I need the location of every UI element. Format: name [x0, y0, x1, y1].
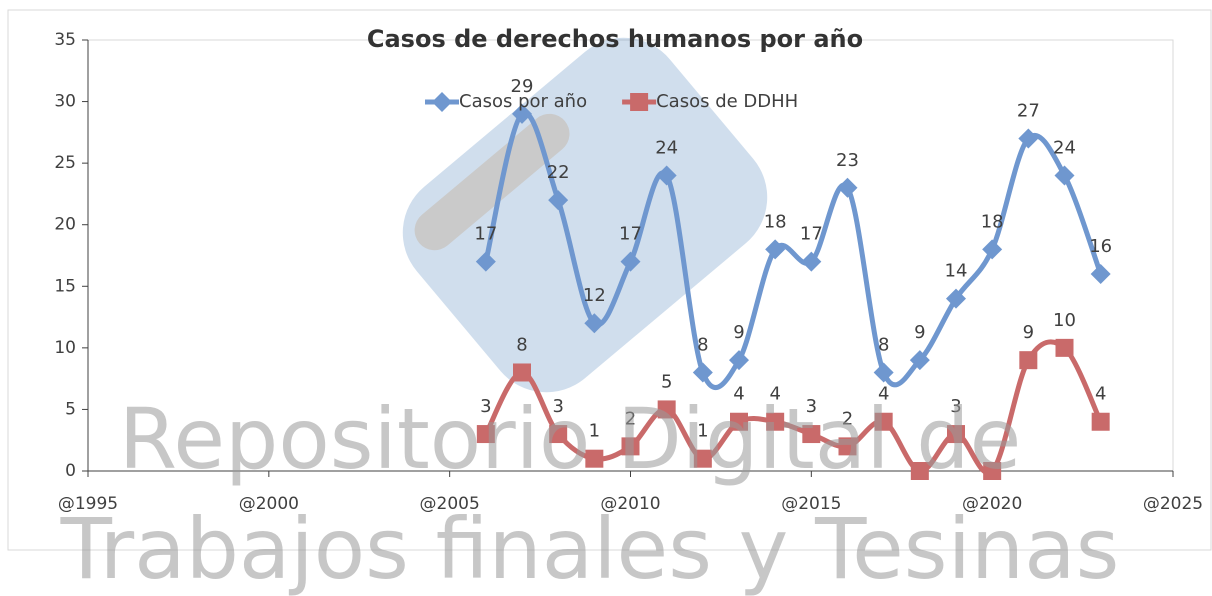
data-label: 18 — [981, 211, 1004, 232]
legend-label: Casos de DDHH — [656, 91, 798, 112]
data-point — [692, 362, 713, 383]
data-point — [621, 437, 640, 456]
data-label: 4 — [1095, 384, 1106, 405]
data-point — [656, 165, 677, 186]
data-label: 17 — [474, 224, 497, 245]
data-label: 14 — [945, 261, 968, 282]
y-tick-label: 0 — [65, 461, 76, 481]
data-point — [657, 400, 676, 419]
data-label: 29 — [511, 76, 534, 97]
data-point — [513, 363, 531, 382]
data-point — [1091, 412, 1110, 431]
data-point — [874, 412, 893, 431]
y-tick-label: 25 — [54, 153, 76, 173]
data-point — [549, 425, 568, 444]
data-point — [838, 437, 857, 456]
data-point — [982, 239, 1003, 260]
data-label: 8 — [878, 334, 889, 355]
data-point — [1018, 128, 1039, 149]
data-point — [1019, 351, 1038, 370]
data-label: 5 — [661, 371, 672, 392]
data-point — [983, 462, 1002, 480]
data-label: 4 — [733, 384, 744, 405]
data-label: 16 — [1089, 236, 1112, 257]
data-point — [476, 425, 495, 444]
legend-marker — [432, 92, 452, 112]
data-point — [910, 462, 929, 480]
x-tick-label: @2015 — [781, 494, 841, 514]
data-point — [512, 103, 532, 124]
data-label: 22 — [547, 162, 570, 183]
x-tick-label: @2020 — [962, 494, 1022, 514]
data-label: 9 — [1023, 322, 1034, 343]
data-point — [873, 362, 894, 383]
data-point — [946, 288, 966, 309]
data-point — [947, 425, 965, 444]
data-label: 27 — [1017, 101, 1040, 122]
data-label: 12 — [583, 285, 606, 306]
data-point — [765, 239, 786, 260]
data-point — [837, 177, 858, 198]
data-point — [475, 251, 496, 272]
watermark-text: Trabajos finales y Tesinas — [60, 500, 1120, 596]
legend-marker — [630, 93, 649, 111]
data-label: 23 — [836, 150, 859, 171]
data-label: 18 — [764, 211, 787, 232]
data-point — [1055, 338, 1074, 357]
data-point — [1054, 165, 1075, 186]
y-tick-label: 35 — [54, 30, 76, 50]
data-point — [1090, 263, 1111, 284]
data-label: 24 — [655, 137, 678, 158]
watermark-logo — [402, 37, 768, 393]
data-label: 1 — [697, 421, 708, 442]
data-label: 3 — [950, 396, 961, 417]
x-tick-label: @2005 — [420, 494, 480, 514]
data-label: 2 — [625, 408, 636, 429]
chart-title: Casos de derechos humanos por año — [367, 25, 863, 53]
data-label: 8 — [697, 334, 708, 355]
x-tick-label: @2025 — [1143, 494, 1203, 514]
data-point — [693, 449, 712, 468]
data-label: 17 — [800, 224, 823, 245]
y-tick-label: 15 — [54, 276, 76, 296]
y-tick-label: 30 — [54, 92, 76, 112]
data-label: 3 — [480, 396, 491, 417]
data-point — [729, 350, 749, 371]
data-label: 3 — [552, 396, 563, 417]
data-point — [584, 313, 605, 334]
data-label: 24 — [1053, 137, 1076, 158]
data-label: 1 — [589, 421, 600, 442]
x-tick-label: @2000 — [239, 494, 299, 514]
data-point — [548, 190, 569, 211]
data-point — [766, 412, 785, 431]
data-point — [730, 412, 748, 431]
data-point — [620, 251, 641, 272]
data-label: 3 — [806, 396, 817, 417]
data-point — [585, 449, 604, 468]
y-tick-label: 5 — [65, 399, 76, 419]
data-point — [909, 350, 930, 371]
data-point — [802, 425, 821, 444]
data-label: 4 — [878, 384, 889, 405]
data-label: 4 — [769, 384, 780, 405]
data-label: 2 — [842, 408, 853, 429]
x-tick-label: @2010 — [600, 494, 660, 514]
x-tick-label: @1995 — [58, 494, 118, 514]
data-label: 10 — [1053, 310, 1076, 331]
legend-label: Casos por año — [459, 91, 587, 112]
chart-frame — [7, 9, 1212, 551]
watermark-text: Repositorio Digital de — [119, 390, 1022, 488]
data-point — [801, 251, 822, 272]
y-tick-label: 20 — [54, 215, 76, 235]
data-label: 17 — [619, 224, 642, 245]
data-label: 9 — [733, 322, 744, 343]
data-label: 8 — [516, 334, 527, 355]
data-label: 9 — [914, 322, 925, 343]
y-tick-label: 10 — [54, 338, 76, 358]
